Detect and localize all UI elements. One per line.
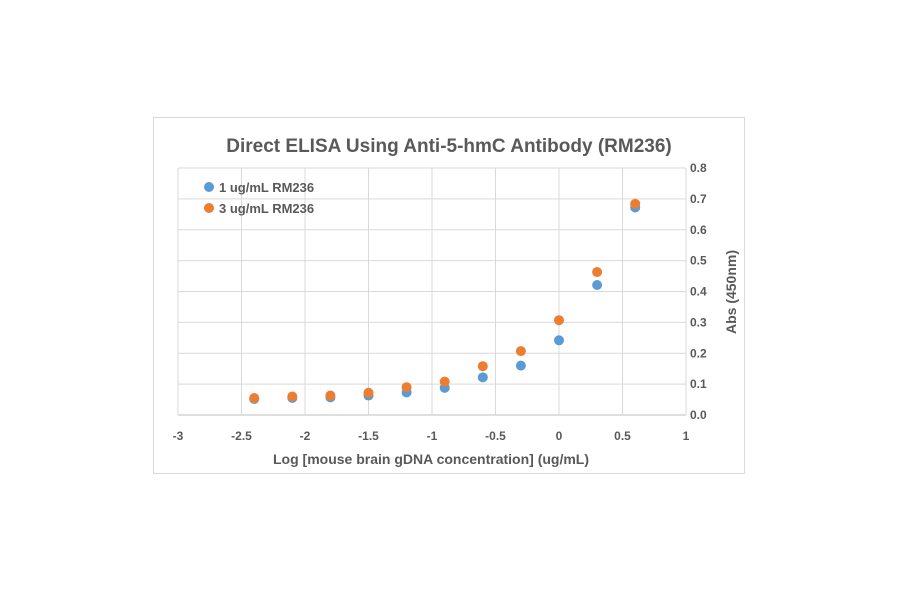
data-point xyxy=(554,335,564,346)
data-point xyxy=(439,376,450,387)
data-point xyxy=(554,315,564,326)
series-2 xyxy=(249,198,641,404)
y-tick-label: 0.1 xyxy=(690,377,707,391)
x-tick-label: 0.5 xyxy=(614,429,631,443)
y-tick-label: 0.5 xyxy=(690,254,707,268)
y-tick-label: 0.4 xyxy=(690,285,707,299)
x-tick-label: -0.5 xyxy=(485,429,506,443)
x-tick-label: -2.5 xyxy=(231,429,252,443)
chart-legend: 1 ug/mL RM236 3 ug/mL RM236 xyxy=(204,180,314,216)
data-point xyxy=(325,390,336,401)
y-tick-label: 0.0 xyxy=(690,408,707,422)
y-axis-label: Abs (450nm) xyxy=(723,250,739,334)
legend-label: 1 ug/mL RM236 xyxy=(219,180,314,195)
data-point xyxy=(515,360,526,371)
y-axis-ticks: 0.0 0.1 0.2 0.3 0.4 0.5 0.6 0.7 0.8 xyxy=(690,161,707,422)
x-axis-ticks: -3 -2.5 -2 -1.5 -1 -0.5 0 0.5 1 xyxy=(173,429,690,443)
series-1 xyxy=(249,202,641,404)
y-tick-label: 0.7 xyxy=(690,192,707,206)
data-point xyxy=(401,382,412,393)
legend-marker xyxy=(204,182,214,192)
grid-lines xyxy=(177,167,687,416)
x-axis-label: Log [mouse brain gDNA concentration] (ug… xyxy=(273,451,589,467)
y-tick-label: 0.3 xyxy=(690,315,707,329)
data-point xyxy=(287,391,298,402)
y-tick-label: 0.6 xyxy=(690,223,707,237)
x-tick-label: 1 xyxy=(683,429,690,443)
y-tick-label: 0.8 xyxy=(690,161,707,175)
data-point xyxy=(592,267,603,278)
x-tick-label: -3 xyxy=(173,429,184,443)
x-tick-label: -1.5 xyxy=(358,429,379,443)
data-point xyxy=(249,393,260,404)
x-tick-label: -2 xyxy=(300,429,311,443)
chart-title: Direct ELISA Using Anti-5-hmC Antibody (… xyxy=(226,136,671,157)
x-tick-label: 0 xyxy=(556,429,563,443)
data-point xyxy=(363,387,374,398)
x-tick-label: -1 xyxy=(427,429,438,443)
y-tick-label: 0.2 xyxy=(690,346,707,360)
data-point xyxy=(515,346,526,357)
data-point xyxy=(592,280,603,291)
data-points xyxy=(249,198,641,404)
data-point xyxy=(477,361,488,372)
data-point xyxy=(477,372,488,383)
legend-label: 3 ug/mL RM236 xyxy=(219,201,314,216)
data-point xyxy=(630,198,641,209)
legend-marker xyxy=(204,203,214,213)
